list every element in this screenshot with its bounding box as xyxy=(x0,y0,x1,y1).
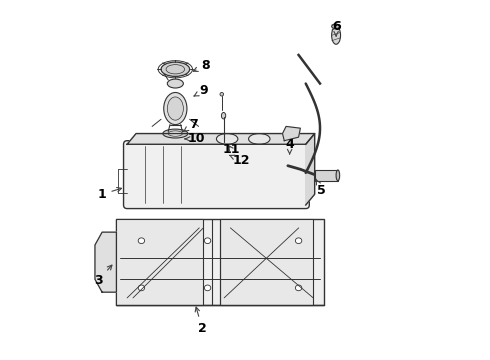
Ellipse shape xyxy=(295,238,302,244)
Text: 5: 5 xyxy=(316,179,326,197)
Bar xyxy=(315,170,338,181)
Text: 6: 6 xyxy=(332,20,341,36)
Ellipse shape xyxy=(332,24,341,28)
Text: 3: 3 xyxy=(94,265,112,287)
Ellipse shape xyxy=(221,112,226,119)
Ellipse shape xyxy=(138,238,145,244)
Polygon shape xyxy=(306,134,315,205)
Text: 1: 1 xyxy=(98,188,122,201)
Bar xyxy=(117,219,203,305)
Text: 9: 9 xyxy=(194,84,208,97)
Ellipse shape xyxy=(161,62,190,76)
Ellipse shape xyxy=(164,93,187,125)
Ellipse shape xyxy=(167,79,183,88)
Ellipse shape xyxy=(336,170,340,181)
Ellipse shape xyxy=(248,134,270,144)
Ellipse shape xyxy=(163,129,188,138)
Bar xyxy=(220,219,313,305)
Text: 2: 2 xyxy=(195,307,206,335)
Text: 12: 12 xyxy=(230,154,250,167)
Polygon shape xyxy=(95,232,117,292)
Text: 8: 8 xyxy=(193,59,210,72)
Ellipse shape xyxy=(167,97,183,120)
Ellipse shape xyxy=(220,93,223,96)
Ellipse shape xyxy=(332,26,341,44)
Bar xyxy=(117,219,323,305)
Ellipse shape xyxy=(204,285,211,291)
Ellipse shape xyxy=(204,238,211,244)
Ellipse shape xyxy=(168,131,182,136)
Polygon shape xyxy=(283,126,300,141)
Ellipse shape xyxy=(217,134,238,144)
Ellipse shape xyxy=(295,285,302,291)
Text: 4: 4 xyxy=(285,138,294,154)
Text: 7: 7 xyxy=(184,118,197,131)
Text: 11: 11 xyxy=(222,143,240,156)
Ellipse shape xyxy=(138,285,145,291)
FancyBboxPatch shape xyxy=(123,141,309,208)
Text: 10: 10 xyxy=(185,132,205,145)
Polygon shape xyxy=(127,134,315,144)
